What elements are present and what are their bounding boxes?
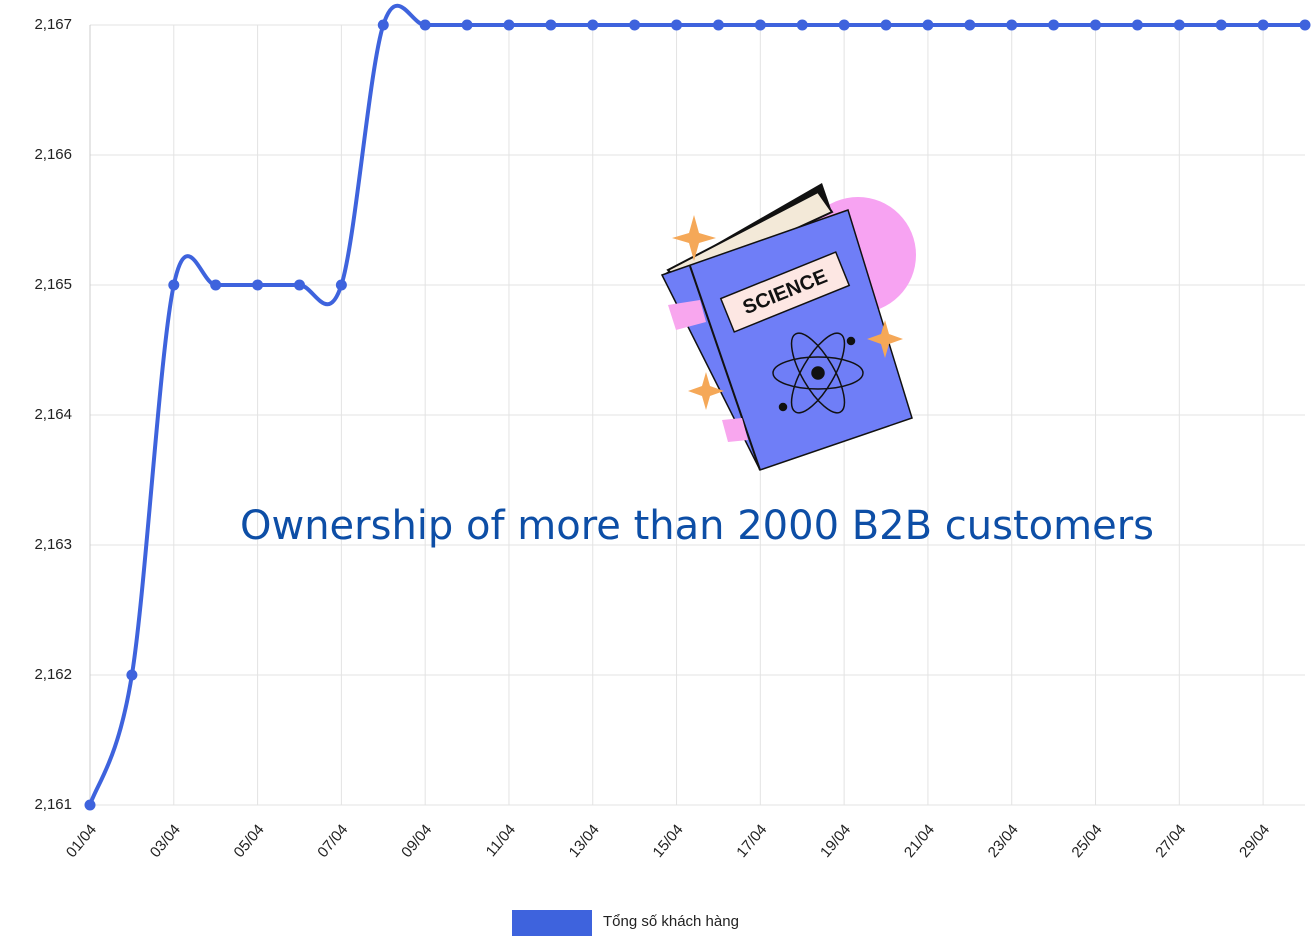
series-line xyxy=(88,3,1305,806)
data-point xyxy=(1090,19,1102,31)
x-tick-label: 17/04 xyxy=(733,821,770,861)
data-point xyxy=(335,279,347,291)
x-tick-label: 13/04 xyxy=(566,821,603,861)
x-tick-label: 29/04 xyxy=(1236,821,1273,861)
data-point xyxy=(168,279,180,291)
x-tick-label: 23/04 xyxy=(985,821,1022,861)
x-tick-label: 19/04 xyxy=(817,821,854,861)
data-point xyxy=(1257,19,1269,31)
data-point xyxy=(293,279,305,291)
y-tick-label: 2,166 xyxy=(34,146,72,163)
data-point xyxy=(1215,19,1227,31)
data-point xyxy=(419,19,431,31)
x-tick-label: 11/04 xyxy=(483,821,519,860)
data-point xyxy=(126,669,138,681)
x-tick-label: 09/04 xyxy=(398,821,435,861)
y-tick-label: 2,165 xyxy=(34,276,72,293)
x-tick-label: 05/04 xyxy=(231,821,268,861)
data-point xyxy=(252,279,264,291)
data-point xyxy=(210,279,222,291)
y-tick-label: 2,164 xyxy=(34,406,72,423)
legend-swatch xyxy=(512,910,592,936)
plot xyxy=(84,3,1311,811)
data-point xyxy=(1048,19,1060,31)
data-point xyxy=(461,19,473,31)
data-point xyxy=(838,19,850,31)
data-point xyxy=(1299,19,1311,31)
y-tick-label: 2,162 xyxy=(34,666,72,683)
x-tick-label: 21/04 xyxy=(901,821,938,861)
book-illustration: SCIENCE xyxy=(660,183,916,471)
annotation: Ownership of more than 2000 B2B customer… xyxy=(240,503,1154,549)
data-point xyxy=(712,19,724,31)
x-tick-label: 15/04 xyxy=(649,821,686,861)
x-tick-label: 01/04 xyxy=(63,821,100,861)
data-point xyxy=(377,19,389,31)
grid: 2,161 2,162 2,163 2,164 2,165 2,166 2,167 01/04… xyxy=(34,16,1305,861)
data-point xyxy=(671,19,683,31)
data-point xyxy=(1173,19,1185,31)
data-point xyxy=(964,19,976,31)
data-point xyxy=(1006,19,1018,31)
data-point xyxy=(922,19,934,31)
x-tick-label: 03/04 xyxy=(147,821,184,861)
y-tick-label: 2,163 xyxy=(34,536,72,553)
y-tick-label: 2,161 xyxy=(34,796,72,813)
x-tick-label: 07/04 xyxy=(314,821,351,861)
x-tick-label: 27/04 xyxy=(1152,821,1189,861)
data-point xyxy=(84,799,96,811)
y-tick-label: 2,167 xyxy=(34,16,72,33)
data-point xyxy=(796,19,808,31)
data-point xyxy=(629,19,641,31)
data-point xyxy=(880,19,892,31)
data-point xyxy=(503,19,515,31)
data-point xyxy=(545,19,557,31)
x-tick-label: 25/04 xyxy=(1068,821,1105,861)
data-point xyxy=(754,19,766,31)
data-point xyxy=(1131,19,1143,31)
legend-label: Tổng số khách hàng xyxy=(603,913,739,930)
data-point xyxy=(587,19,599,31)
